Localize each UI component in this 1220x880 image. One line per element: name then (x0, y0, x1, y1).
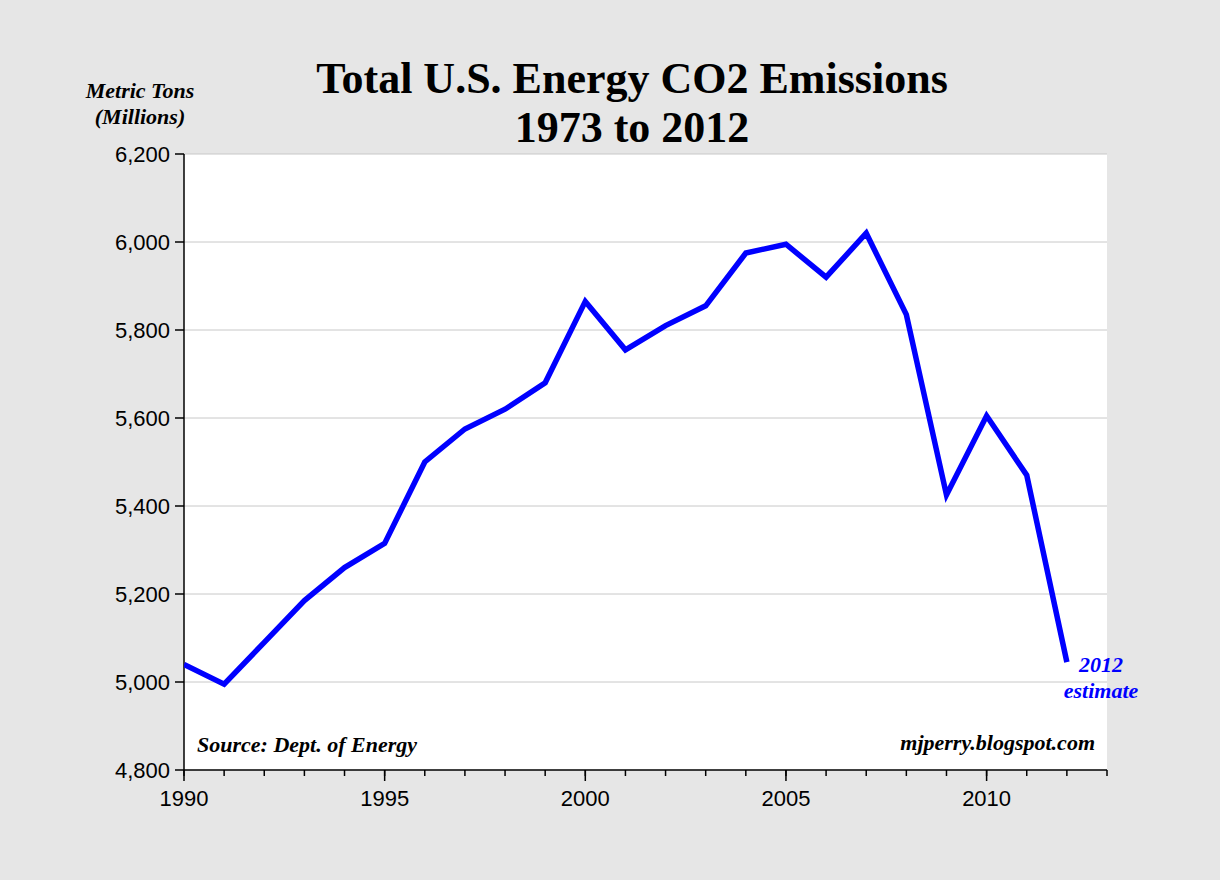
x-tick (585, 770, 587, 781)
grid-line (184, 242, 1107, 243)
x-minor-tick (223, 770, 225, 776)
x-minor-tick (1026, 770, 1028, 776)
grid-line (184, 330, 1107, 331)
y-tick-label: 6,000 (115, 230, 170, 255)
x-tick (785, 770, 787, 781)
x-tick-label: 2000 (561, 786, 610, 811)
series-group (184, 233, 1067, 684)
x-minor-tick (544, 770, 546, 776)
y-tick (175, 681, 184, 683)
x-minor-tick (825, 770, 827, 776)
x-tick (183, 770, 185, 781)
y-tick-label: 5,000 (115, 670, 170, 695)
grid-line (184, 594, 1107, 595)
series-line (184, 233, 1067, 684)
x-tick (986, 770, 988, 781)
title: Total U.S. Energy CO2 Emissions (316, 54, 948, 103)
estimate-note-line: estimate (1064, 678, 1139, 703)
x-minor-tick (424, 770, 426, 776)
y-tick (175, 241, 184, 243)
x-minor-tick (625, 770, 627, 776)
x-minor-tick (304, 770, 306, 776)
grid-line (184, 682, 1107, 683)
estimate-note-line: 2012 (1078, 652, 1123, 677)
x-minor-tick (464, 770, 466, 776)
y-tick (175, 153, 184, 155)
y-tick-label: 4,800 (115, 758, 170, 783)
y-axis (183, 154, 185, 770)
subtitle: 1973 to 2012 (515, 103, 750, 152)
grid-line (184, 506, 1107, 507)
x-tick-label: 1990 (160, 786, 209, 811)
y-tick-label: 6,200 (115, 142, 170, 167)
x-tick (384, 770, 386, 781)
x-tick-label: 1995 (360, 786, 409, 811)
x-minor-tick (865, 770, 867, 776)
y-tick (175, 593, 184, 595)
x-minor-tick (946, 770, 948, 776)
y-tick (175, 769, 184, 771)
background (0, 0, 1220, 880)
plot-area (184, 154, 1107, 770)
y-tick-label: 5,800 (115, 318, 170, 343)
x-minor-tick (344, 770, 346, 776)
x-minor-tick (504, 770, 506, 776)
x-minor-tick (1106, 770, 1108, 776)
x-tick-label: 2005 (761, 786, 810, 811)
y-tick (175, 417, 184, 419)
x-minor-tick (745, 770, 747, 776)
y-tick-label: 5,600 (115, 406, 170, 431)
grid-line (184, 154, 1107, 155)
x-tick-label: 2010 (962, 786, 1011, 811)
y-axis-label: Metric Tons(Millions) (85, 78, 195, 129)
x-minor-tick (264, 770, 266, 776)
x-minor-tick (705, 770, 707, 776)
source-note: Source: Dept. of Energy (197, 732, 417, 757)
y-tick-label: 5,400 (115, 494, 170, 519)
estimate-note: 2012estimate (1064, 652, 1139, 703)
grid-line (184, 418, 1107, 419)
y-axis-label-line: (Millions) (95, 104, 185, 129)
y-axis-label-line: Metric Tons (85, 78, 195, 103)
x-minor-tick (906, 770, 908, 776)
x-minor-tick (1066, 770, 1068, 776)
y-tick-label: 5,200 (115, 582, 170, 607)
x-minor-tick (665, 770, 667, 776)
y-tick (175, 329, 184, 331)
chart: 4,800 5,000 5,200 5,400 5,600 5,800 6,000 6,200… (0, 0, 1220, 880)
y-tick (175, 505, 184, 507)
x-axis (184, 769, 1107, 771)
site-note: mjperry.blogspot.com (900, 730, 1095, 755)
